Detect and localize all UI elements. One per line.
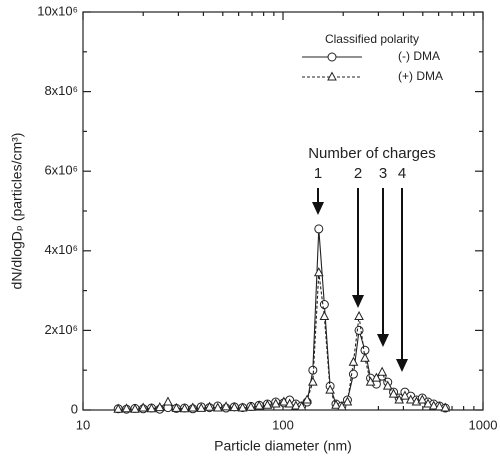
point [377,366,387,376]
x-tick-label: 100 [272,417,294,432]
point [113,403,124,413]
point [360,352,370,362]
point [291,400,301,410]
x-axis-label: Particle diameter (nm) [214,438,352,454]
point [121,403,132,413]
point [354,310,364,320]
arrow-head [352,295,364,308]
charge-label: 2 [354,165,362,182]
point [279,396,289,406]
point [302,394,312,404]
point [229,402,240,412]
point [146,403,157,413]
point [319,310,330,320]
point [342,396,353,406]
point [163,396,173,406]
arrow-head [377,334,389,347]
point [196,402,207,412]
y-tick-label: 2x10⁶ [44,322,78,337]
point [405,394,416,404]
legend-label: (-) DMA [398,49,440,63]
point [171,402,182,412]
legend-label: (+) DMA [398,69,443,83]
point [313,267,324,277]
point [388,388,399,398]
point [327,52,337,62]
point [308,376,318,386]
point [254,400,264,410]
y-axis-label: dN/dlogDₚ (particles/cm³) [9,133,25,290]
point [204,401,215,411]
x-tick-label: 10 [76,417,90,432]
charge-label: 4 [398,165,406,182]
point [187,402,198,412]
charge-label: 1 [314,165,322,182]
point [325,384,335,394]
point [221,401,231,411]
point [371,372,382,382]
y-tick-label: 8x10⁶ [44,83,78,98]
point [308,365,318,375]
x-tick-label: 1000 [469,417,498,432]
point [262,399,273,409]
arrow-head [312,202,324,215]
point [348,356,359,366]
point [270,398,281,408]
point [246,401,256,411]
point [348,369,358,379]
point [331,399,341,409]
point [237,402,248,412]
y-tick-label: 10x10⁶ [37,3,78,18]
legend-title: Classified polarity [325,32,419,46]
point [212,402,223,412]
point [284,398,295,408]
y-tick-label: 4x10⁶ [44,242,78,257]
point [382,380,393,390]
point [138,402,149,412]
point [417,394,428,404]
point [428,400,439,410]
point [296,401,307,411]
annotation: Number of charges [308,145,436,162]
point [319,300,329,310]
point [154,402,165,412]
point [434,401,445,411]
point [440,402,451,412]
point [400,390,410,400]
point [314,224,324,234]
arrow-head [396,359,408,372]
series-line [118,228,446,410]
point [327,71,337,81]
point [179,403,190,413]
charge-label: 3 [379,165,387,182]
point [130,403,140,413]
point [423,398,433,408]
y-tick-label: 0 [71,401,78,416]
y-tick-label: 6x10⁶ [44,163,78,178]
point [337,401,347,411]
